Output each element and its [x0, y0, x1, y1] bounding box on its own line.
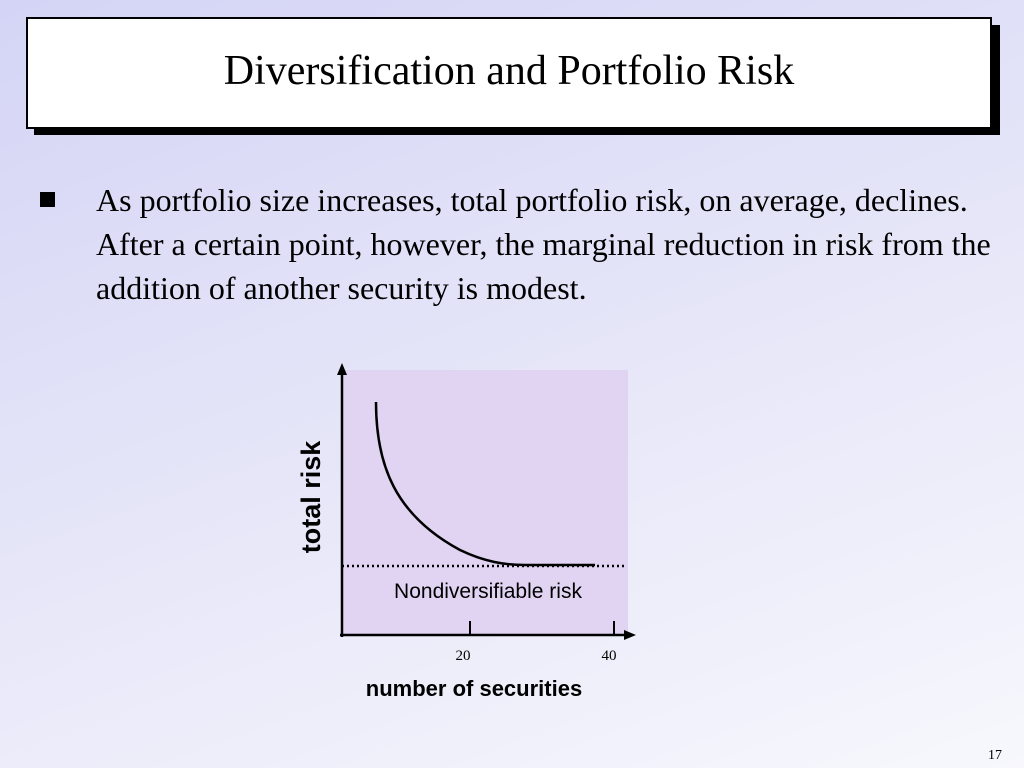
bullet-marker	[40, 192, 55, 207]
risk-diversification-chart: 20 40 Nondiversifiable risk total risk n…	[296, 363, 636, 701]
x-axis-label: number of securities	[366, 676, 582, 701]
x-tick-label-40: 40	[602, 648, 617, 664]
plot-area	[342, 370, 628, 635]
page-number: 17	[988, 748, 1002, 763]
total-risk-curve	[374, 401, 595, 567]
x-axis-arrow	[624, 630, 636, 640]
nondiversifiable-risk-label: Nondiversifiable risk	[394, 580, 582, 603]
y-axis-label: total risk	[296, 440, 326, 554]
y-axis-arrow	[337, 363, 347, 375]
x-tick-label-20: 20	[456, 648, 471, 664]
title-box: Diversification and Portfolio Risk	[26, 17, 992, 129]
bullet-text: As portfolio size increases, total portf…	[96, 182, 991, 306]
slide-title: Diversification and Portfolio Risk	[223, 48, 795, 94]
